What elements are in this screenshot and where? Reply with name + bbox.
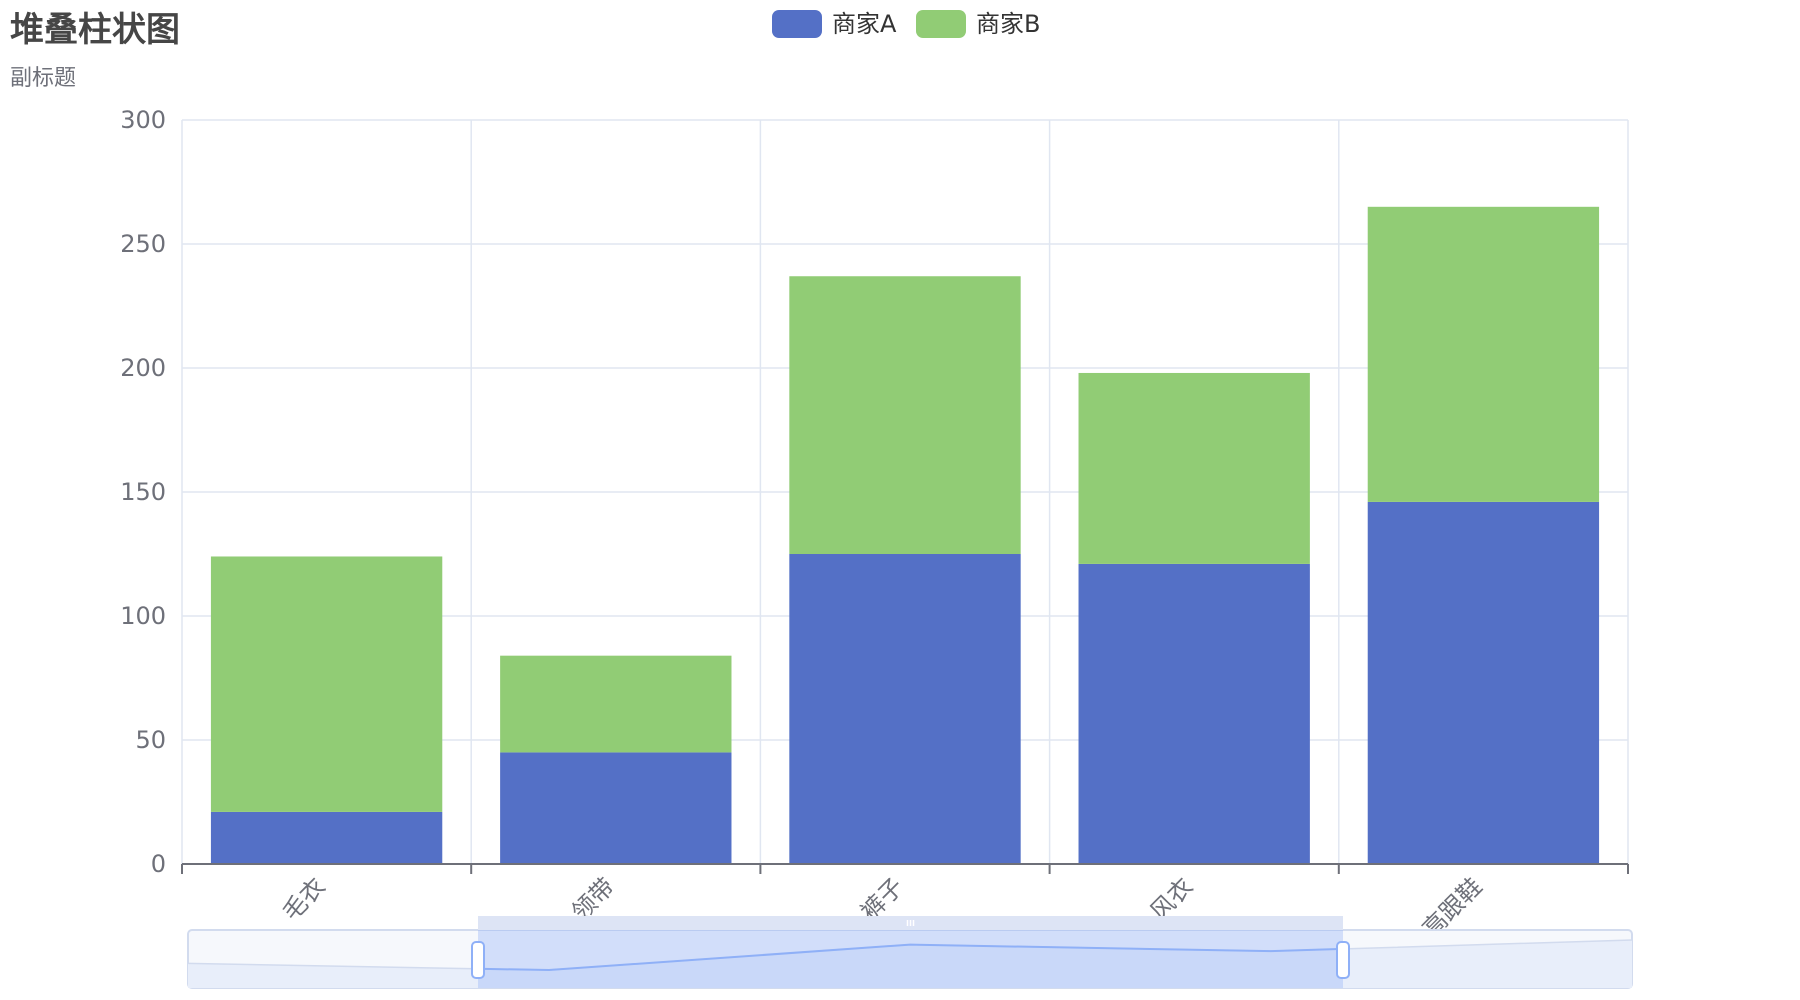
bar-b-4 <box>1367 206 1600 502</box>
x-tick-label-0: 毛衣 <box>277 872 331 926</box>
y-tick-label-5: 250 <box>120 230 166 258</box>
data-zoom-handle-left[interactable] <box>471 941 485 979</box>
bar-b-0 <box>210 556 443 812</box>
y-axis: 0 50 100 150 200 250 300 <box>120 106 166 878</box>
legend-swatch-b[interactable] <box>916 10 966 38</box>
legend-label-a[interactable]: 商家A <box>832 10 897 38</box>
legend[interactable]: 商家A 商家B <box>772 10 1040 38</box>
bar-a-2 <box>789 554 1021 864</box>
y-tick-label-6: 300 <box>120 106 166 134</box>
data-zoom-selected-range[interactable] <box>478 930 1343 988</box>
chart-subtitle: 副标题 <box>10 66 77 91</box>
y-tick-label-1: 50 <box>135 726 166 754</box>
bar-a-3 <box>1078 563 1310 864</box>
y-tick-label-2: 100 <box>120 602 166 630</box>
bar-a-0 <box>210 811 443 864</box>
data-zoom-handle-right[interactable] <box>1336 941 1350 979</box>
bar-b-1 <box>500 655 732 753</box>
data-zoom-selected-line <box>477 943 1344 972</box>
bar-b-3 <box>1078 372 1310 564</box>
bars <box>210 206 1600 864</box>
bar-b-2 <box>789 276 1021 554</box>
y-tick-label-0: 0 <box>151 850 166 878</box>
chart-title: 堆叠柱状图 <box>10 10 180 50</box>
legend-swatch-a[interactable] <box>772 10 822 38</box>
y-tick-label-3: 150 <box>120 478 166 506</box>
bar-a-1 <box>500 752 732 864</box>
bar-a-4 <box>1367 501 1600 864</box>
y-tick-label-4: 200 <box>120 354 166 382</box>
data-zoom-slider[interactable] <box>187 916 1633 989</box>
legend-label-b[interactable]: 商家B <box>976 10 1040 38</box>
